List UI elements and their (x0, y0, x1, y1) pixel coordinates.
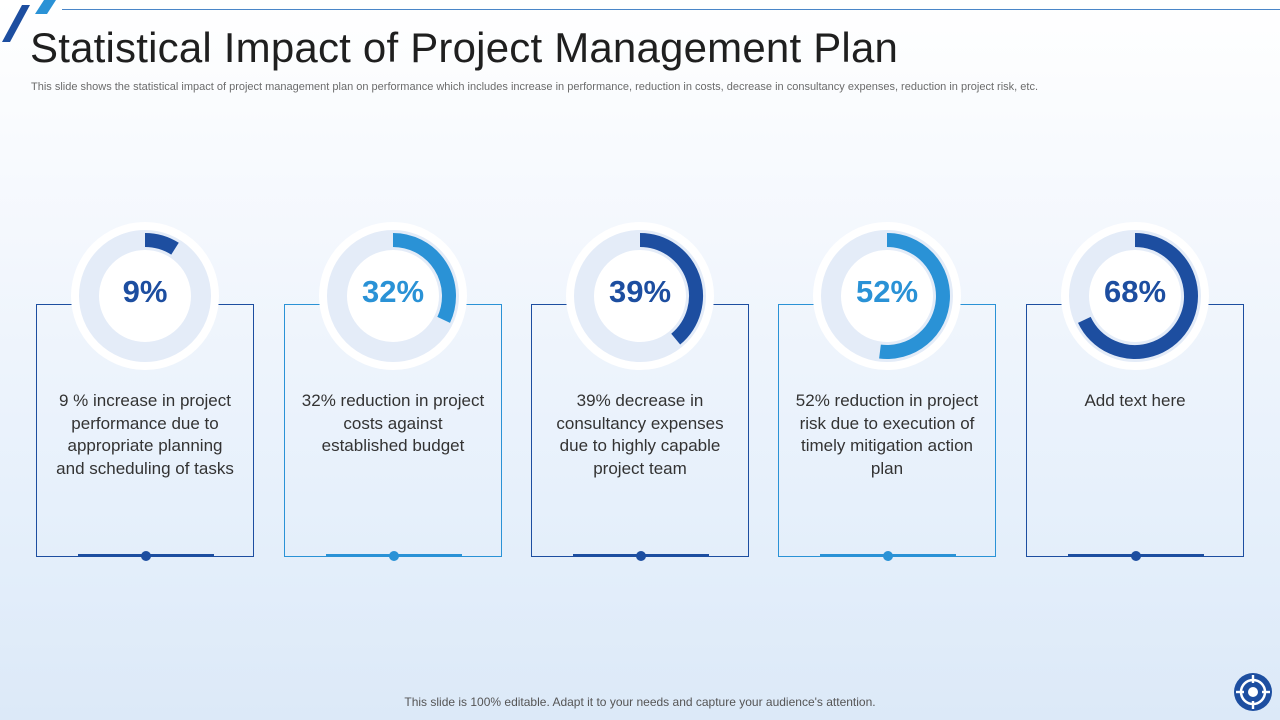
card-dot (636, 551, 646, 561)
page-title: Statistical Impact of Project Management… (30, 24, 899, 71)
corner-accent-icon (2, 0, 56, 42)
metric-value: 52% (855, 274, 919, 309)
metric-card-1: 9 % increase in project performance due … (36, 304, 254, 561)
ring-center (101, 252, 189, 340)
ring-progress-arc (392, 233, 456, 323)
ring-center (349, 252, 437, 340)
footer-note: This slide is 100% editable. Adapt it to… (404, 695, 876, 709)
target-icon (1234, 673, 1272, 711)
card-dot (389, 551, 399, 561)
page-subtitle: This slide shows the statistical impact … (31, 81, 1038, 93)
metric-ring-4: 52% (813, 222, 961, 370)
metric-ring-5: 68% (1061, 222, 1209, 370)
ring-center (596, 252, 684, 340)
ring-progress-arc (1078, 233, 1198, 359)
card-dot (1131, 551, 1141, 561)
metric-description: 9 % increase in project performance due … (56, 391, 234, 478)
metric-value: 9% (122, 274, 168, 309)
metric-value: 32% (361, 274, 425, 309)
header-rule (62, 9, 1280, 10)
ring-center (843, 252, 931, 340)
metric-description: 32% reduction in project costs against e… (301, 391, 485, 455)
metric-card-4: 52% reduction in project risk due to exe… (778, 304, 996, 561)
metric-card-3: 39% decrease in consultancy expenses due… (531, 304, 749, 561)
ring-center (1091, 252, 1179, 340)
card-dot (141, 551, 151, 561)
card-dot (883, 551, 893, 561)
metric-value: 68% (1103, 274, 1167, 309)
metric-description: 52% reduction in project risk due to exe… (795, 391, 979, 478)
metric-description: Add text here (1084, 391, 1186, 410)
ring-progress-arc (879, 233, 950, 359)
metric-card-5: Add text here (1026, 304, 1244, 561)
metric-value: 39% (608, 274, 672, 309)
metric-ring-1: 9% (71, 222, 219, 370)
metric-ring-3: 39% (566, 222, 714, 370)
ring-progress-arc (639, 233, 703, 345)
ring-progress-arc (144, 233, 179, 255)
metric-description: 39% decrease in consultancy expenses due… (556, 391, 724, 478)
metric-ring-2: 32% (319, 222, 467, 370)
